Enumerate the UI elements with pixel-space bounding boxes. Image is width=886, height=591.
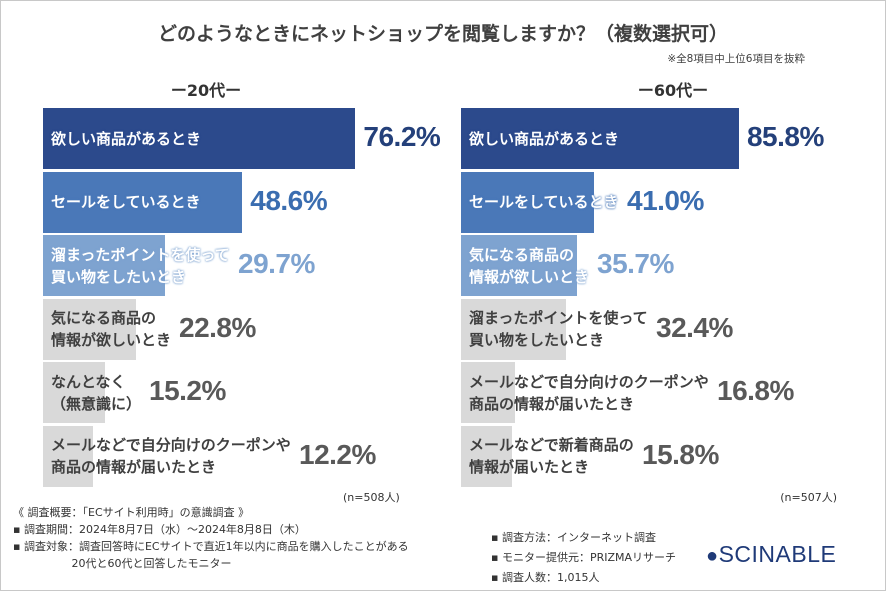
value-label: 32.4% [656,311,733,343]
bar [43,362,106,423]
category-label: メールなどで自分向けのクーポンや 商品の情報が届いたとき [51,436,291,476]
bar [461,171,594,233]
bar [461,362,516,423]
category-label: 欲しい商品があるとき [51,129,202,148]
bar [43,425,94,487]
value-label: 29.7% [238,248,315,279]
footnote: ▪ 調査方法：インターネット調査 [491,531,656,544]
value-label: 16.8% [717,375,794,406]
logo-text: SCINABLE [718,541,837,567]
bar [43,108,356,169]
value-label: 15.2% [149,375,226,406]
subtitle: ※全8項目中上位6項目を抜粋 [667,53,805,65]
footnote: ▪ モニター提供元：PRIZMAリサーチ [491,551,677,564]
footnote: 《 調査概要：「ECサイト利用時」の意識調査 》 [13,506,250,519]
footnote: ▪ 調査期間：2024年8月7日（水）～2024年8月8日（木） [13,523,306,536]
value-label: 35.7% [597,248,674,279]
category-label: 溜まったポイントを使って 買い物をしたいとき [51,245,230,286]
bar [461,108,739,169]
panel-title: ー60代ー [637,81,709,100]
category-label: 気になる商品の 情報が欲しいとき [51,309,172,349]
sample-size: (n=508人) [343,491,400,504]
value-label: 15.8% [642,438,719,470]
category-label: メールなどで自分向けのクーポンや 商品の情報が届いたとき [469,372,709,413]
bar [461,298,566,360]
sample-size: (n=507人) [780,491,837,504]
category-label: 溜まったポイントを使って 買い物をしたいとき [469,309,648,349]
category-label: なんとなく （無意識に） [51,372,142,413]
logo: ●SCINABLE [706,541,837,567]
category-label: 気になる商品の 情報が欲しいとき [469,245,590,286]
title: どのようなときにネットショップを閲覧しますか？（複数選択可） [157,23,728,45]
category-label: 欲しい商品があるとき [469,129,620,148]
value-label: 76.2% [363,121,441,152]
footnote: ▪ 調査対象：調査回答時にECサイトで直近1年以内に商品を購入したことがある 2… [13,540,409,570]
bar [461,235,577,296]
bar [43,298,137,360]
value-label: 48.6% [250,184,328,216]
footnote: ▪ 調査人数：1,015人 [491,571,600,584]
panel-title: ー20代ー [170,81,242,100]
category-label: メールなどで新着商品の 情報が届いたとき [469,436,634,476]
category-label: セールをしているとき [469,193,619,211]
value-label: 12.2% [299,438,376,470]
value-label: 85.8% [746,121,824,152]
bar [43,235,165,296]
value-label: 22.8% [179,311,256,343]
bar [43,171,243,233]
category-label: セールをしているとき [51,193,201,211]
value-label: 41.0% [627,184,704,216]
bar [461,425,513,487]
